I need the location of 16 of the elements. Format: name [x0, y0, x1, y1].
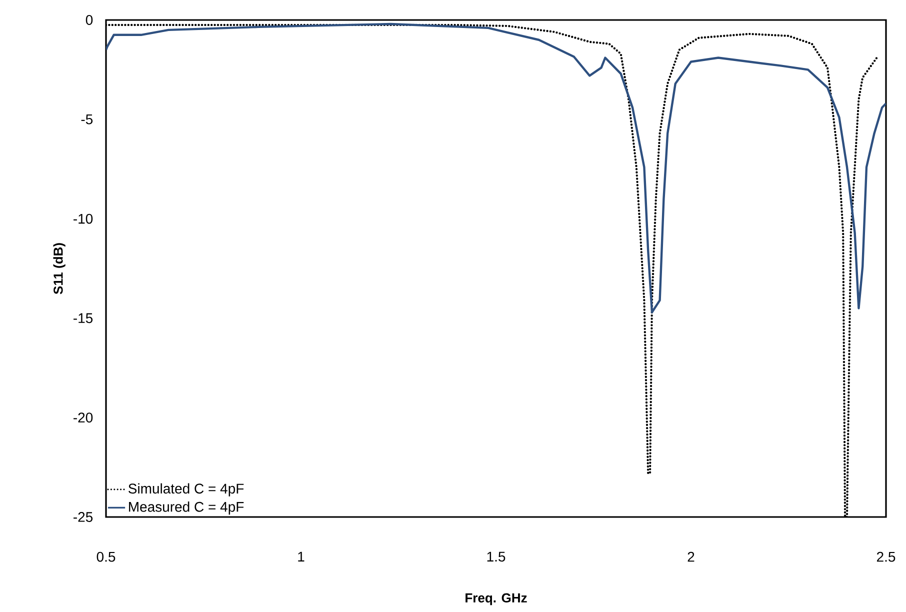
y-axis-title: S11 (dB): [53, 243, 66, 294]
y-tick-label: -10: [74, 214, 93, 224]
y-tick-label: -15: [74, 313, 93, 324]
y-tick-label: -25: [74, 512, 93, 522]
legend-label: Simulated C = 4pF: [128, 483, 244, 496]
x-axis-title: Freq. GHz: [466, 593, 527, 606]
x-tick-label: 2: [688, 552, 694, 562]
x-tick-label: 1: [298, 552, 304, 562]
x-tick-label: 0.5: [96, 552, 116, 562]
y-tick-label: 0: [86, 15, 93, 25]
line-series: [106, 22, 886, 314]
y-tick-label: -20: [74, 412, 93, 423]
x-tick-label: 1.5: [487, 552, 506, 562]
legend-label: Measured C = 4pF: [129, 502, 244, 515]
x-tick-label: 2.5: [876, 552, 896, 562]
y-tick-label: -5: [81, 114, 93, 124]
